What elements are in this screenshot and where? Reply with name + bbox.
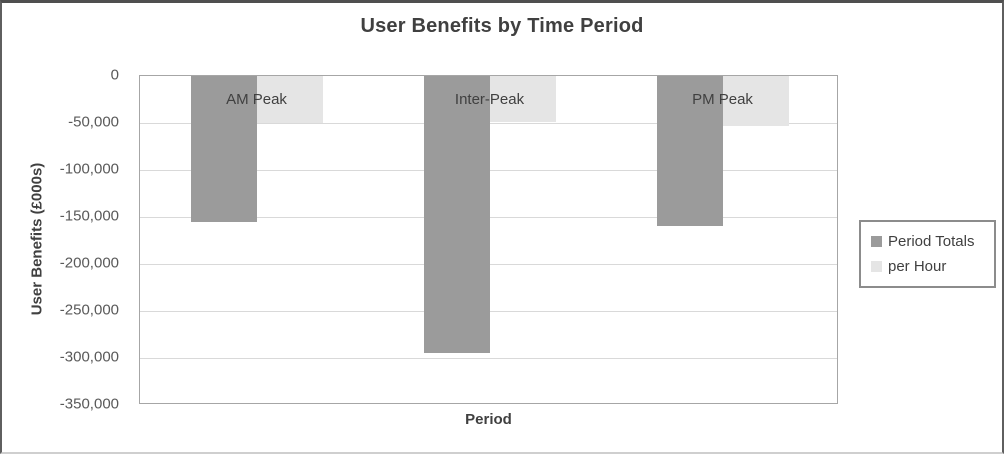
bar-period-totals-pm-peak[interactable]	[656, 76, 723, 227]
plot-area[interactable]: AM Peak Inter-Peak PM Peak	[139, 75, 838, 404]
y-tick-label: 0	[110, 66, 119, 84]
y-tick-label: -200,000	[59, 254, 119, 272]
legend-label: Period Totals	[888, 232, 975, 250]
chart-title: User Benefits by Time Period	[360, 15, 644, 37]
legend-label: per Hour	[888, 258, 947, 276]
legend[interactable]: Period Totals per Hour	[859, 220, 996, 288]
legend-marker-icon	[871, 261, 882, 273]
bar-period-totals-am-peak[interactable]	[190, 76, 257, 222]
category-label: PM Peak	[692, 91, 753, 108]
bar-period-totals-inter-peak[interactable]	[423, 76, 490, 354]
category-label: Inter-Peak	[454, 91, 525, 108]
bar-per-hour-pm-peak[interactable]	[722, 76, 789, 126]
y-tick-label: -100,000	[59, 160, 119, 178]
x-axis-title: Period	[465, 411, 512, 428]
y-tick-label: -300,000	[59, 348, 119, 366]
legend-item-period-totals[interactable]: Period Totals	[871, 233, 994, 250]
category-label: AM Peak	[226, 91, 287, 108]
gridline	[140, 358, 837, 359]
y-tick-label: -150,000	[59, 207, 119, 225]
bar-per-hour-am-peak[interactable]	[256, 76, 323, 123]
y-tick-label: -50,000	[68, 113, 119, 131]
y-tick-label: -350,000	[59, 395, 119, 413]
y-axis-title: User Benefits (£000s)	[28, 162, 46, 316]
y-tick-label: -250,000	[59, 301, 119, 319]
bar-per-hour-inter-peak[interactable]	[489, 76, 556, 123]
legend-item-per-hour[interactable]: per Hour	[871, 258, 994, 275]
legend-marker-icon	[871, 235, 882, 247]
